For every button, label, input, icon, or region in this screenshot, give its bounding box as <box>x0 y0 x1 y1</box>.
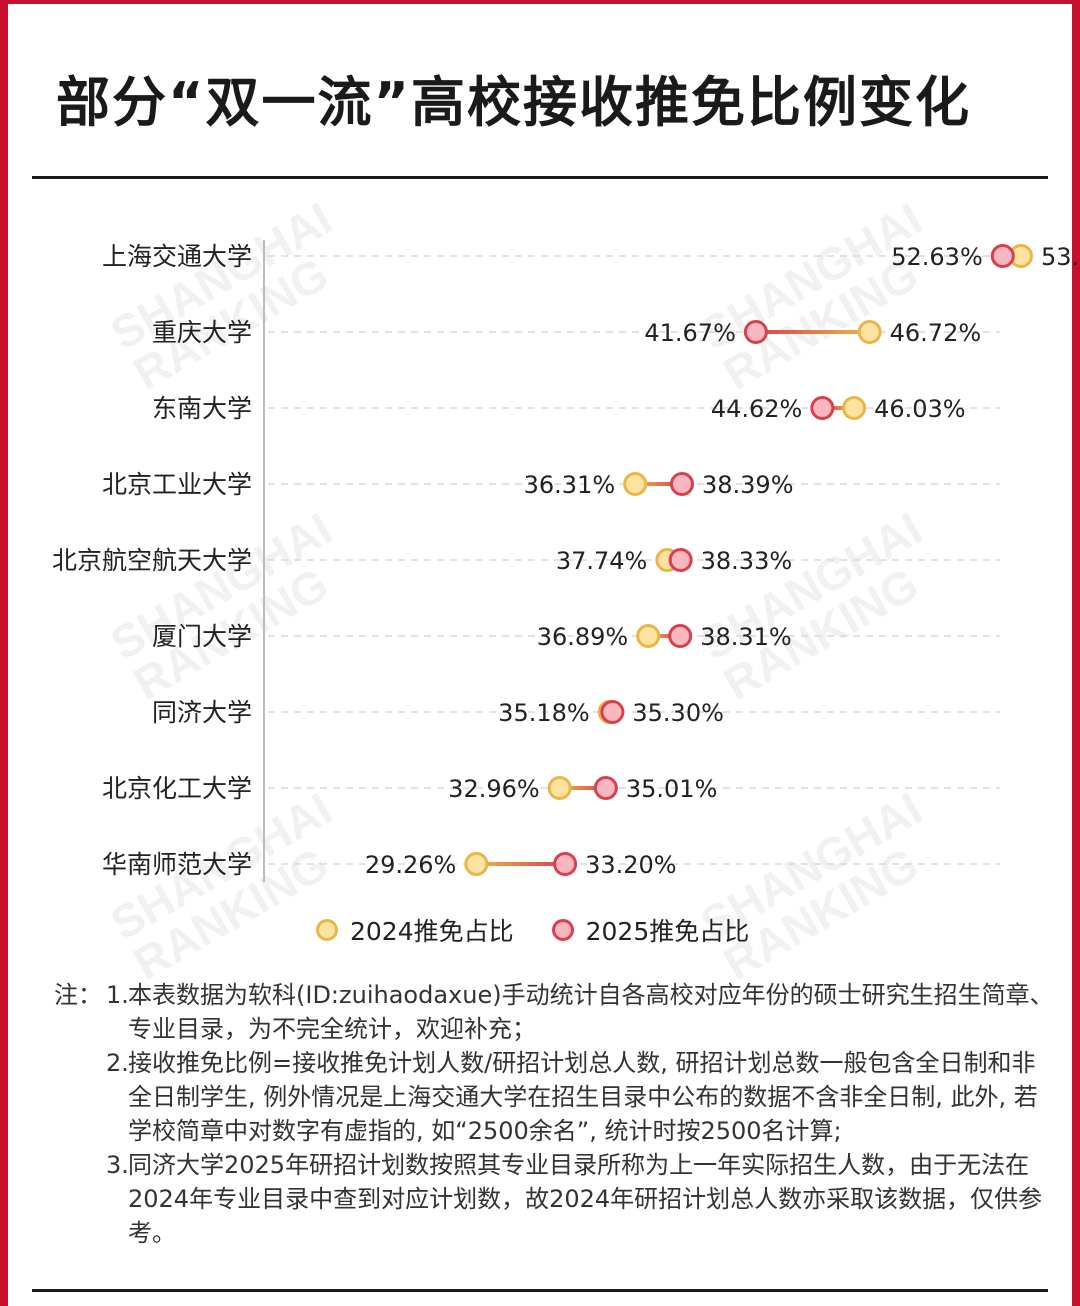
category-label: 北京工业大学 <box>102 470 252 499</box>
connector-line <box>648 634 681 638</box>
value-label-2025: 35.01% <box>626 775 718 803</box>
value-label-2024: 36.89% <box>537 623 629 651</box>
point-2024 <box>842 396 867 420</box>
note-item: 1. 本表数据为软科(ID:zuihaodaxue)手动统计自各高校对应年份的硕… <box>54 978 1054 1046</box>
category-label: 厦门大学 <box>152 622 252 651</box>
chart-legend: 2024推免占比 2025推免占比 <box>316 910 787 950</box>
note-number: 2. <box>106 1049 129 1077</box>
value-label-2025: 52.63% <box>891 243 983 271</box>
note-number: 3. <box>106 1151 129 1179</box>
connector-line <box>559 786 606 790</box>
point-2025 <box>668 548 693 572</box>
value-label-2024: 29.26% <box>365 851 457 879</box>
point-2025 <box>669 472 694 496</box>
note-text: 本表数据为软科(ID:zuihaodaxue)手动统计自各高校对应年份的硕士研究… <box>128 981 1054 1043</box>
category-label: 东南大学 <box>152 394 252 423</box>
value-label-2024: 32.96% <box>448 775 540 803</box>
note-item: 3. 同济大学2025年研招计划数按照其专业目录所称为上一年实际招生人数，由于无… <box>54 1148 1054 1250</box>
category-label: 重庆大学 <box>152 318 252 347</box>
value-label-2025: 41.67% <box>644 319 736 347</box>
value-label-2024: 46.03% <box>874 395 966 423</box>
point-2025 <box>593 776 618 800</box>
value-label-2025: 38.33% <box>701 547 793 575</box>
category-label: 上海交通大学 <box>102 242 252 271</box>
legend-2024-marker <box>316 919 338 941</box>
legend-2024-label: 2024推免占比 <box>350 917 514 946</box>
value-label-2024: 35.18% <box>498 699 590 727</box>
legend-2025-label: 2025推免占比 <box>585 917 750 946</box>
point-2025 <box>990 244 1015 268</box>
value-label-2024: 37.74% <box>556 547 648 575</box>
note-number: 1. <box>106 981 129 1009</box>
footnotes: 注： 1. 本表数据为软科(ID:zuihaodaxue)手动统计自各高校对应年… <box>54 978 1054 1250</box>
point-2025 <box>600 700 625 724</box>
point-2024 <box>623 472 648 496</box>
connector-line <box>755 330 870 334</box>
connector-line <box>822 406 855 410</box>
value-label-2025: 38.39% <box>702 471 794 499</box>
value-label-2025: 44.62% <box>711 395 803 423</box>
note-text: 同济大学2025年研招计划数按照其专业目录所称为上一年实际招生人数，由于无法在2… <box>128 1151 1043 1247</box>
point-2025 <box>553 852 578 876</box>
value-label-2024: 53.44% <box>1041 243 1080 271</box>
point-2024 <box>547 776 572 800</box>
top-divider <box>32 176 1048 179</box>
point-2025 <box>668 624 693 648</box>
legend-item-2025: 2025推免占比 <box>551 912 750 948</box>
category-label: 北京化工大学 <box>102 774 252 803</box>
note-item: 2. 接收推免比例=接收推免计划人数/研招计划总人数, 研招计划总数一般包含全日… <box>54 1046 1054 1148</box>
point-2024 <box>636 624 661 648</box>
connector-line <box>635 482 682 486</box>
category-label: 华南师范大学 <box>102 850 252 879</box>
category-label: 北京航空航天大学 <box>52 546 252 575</box>
value-label-2025: 35.30% <box>632 699 724 727</box>
point-2025 <box>810 396 835 420</box>
value-label-2024: 46.72% <box>890 319 982 347</box>
value-label-2024: 36.31% <box>524 471 616 499</box>
value-label-2025: 33.20% <box>585 851 677 879</box>
point-2025 <box>743 320 768 344</box>
value-label-2025: 38.31% <box>700 623 792 651</box>
dumbbell-chart: 上海交通大学 52.63% 53.44% 重庆大学 41.67% 46.72% 东南大学 44… <box>52 240 1080 882</box>
page-title: 部分“双一流”高校接收推免比例变化 <box>56 71 971 134</box>
point-2024 <box>857 320 882 344</box>
point-2024 <box>464 852 489 876</box>
note-text: 接收推免比例=接收推免计划人数/研招计划总人数, 研招计划总数一般包含全日制和非… <box>128 1049 1038 1145</box>
bottom-divider <box>32 1289 1048 1292</box>
connector-line <box>476 862 566 866</box>
legend-item-2024: 2024推免占比 <box>316 912 514 948</box>
category-label: 同济大学 <box>152 698 252 727</box>
notes-lead: 注： <box>54 981 102 1009</box>
legend-2025-marker <box>551 919 574 941</box>
